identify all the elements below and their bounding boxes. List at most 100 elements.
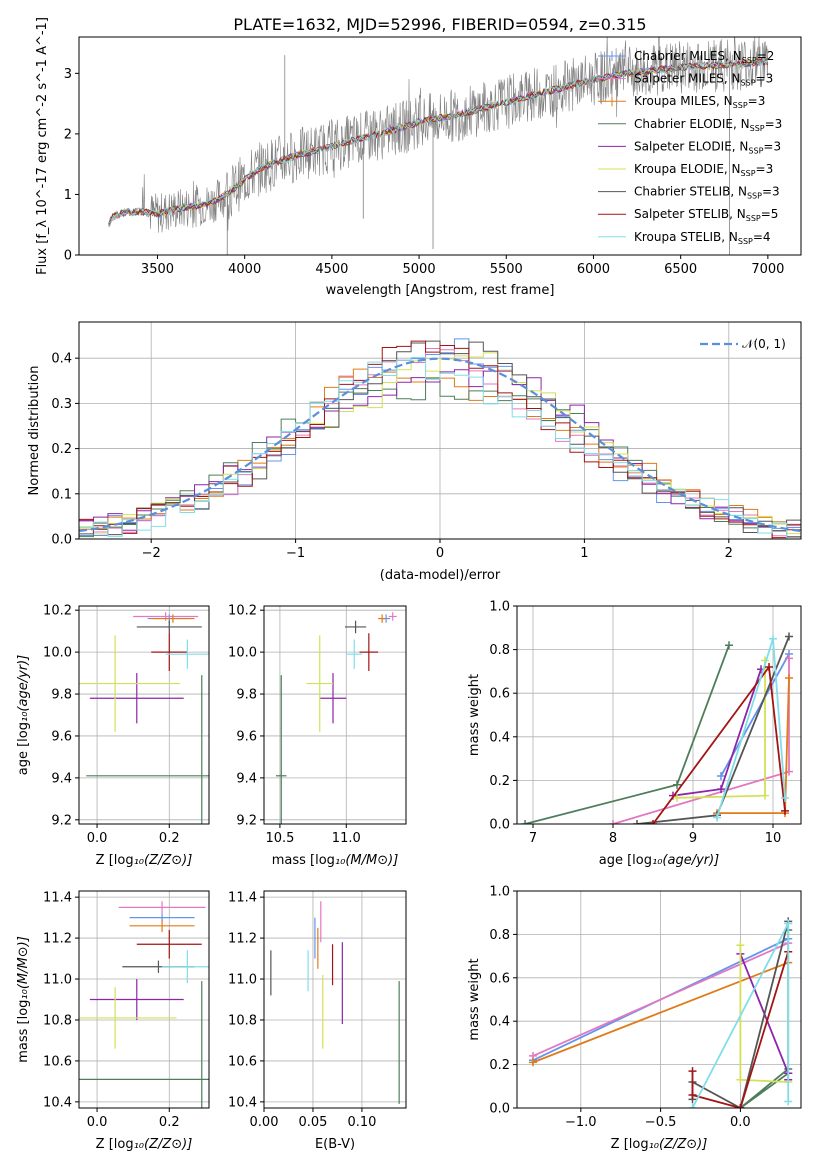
- x-axis-label: Z [log₁₀(Z/Z⊙)]: [611, 1137, 708, 1152]
- legend-label-suffix: =2: [757, 49, 775, 63]
- legend-label-suffix: =3: [756, 162, 774, 176]
- x-axis-label: (data-model)/error: [380, 568, 501, 583]
- legend-label-suffix: =4: [753, 230, 771, 244]
- weight-line: [532, 942, 789, 1057]
- weight-marker: [673, 780, 681, 789]
- legend-label-text: Chabrier MILES, N: [634, 49, 742, 63]
- legend-label: Salpeter ELODIE, NSSP=3: [634, 139, 781, 155]
- legend-label-text: Salpeter ELODIE, N: [634, 139, 748, 153]
- legend-label-sub: SSP: [748, 146, 763, 155]
- y-tick-label: 0.6: [489, 971, 510, 986]
- x-tick-label: −2: [142, 546, 161, 561]
- x-tick-label: −0.5: [645, 1115, 677, 1130]
- label-math: ₁₀(age/yr)]: [652, 853, 719, 868]
- legend-label-text: Chabrier STELIB, N: [634, 185, 747, 199]
- label-part: mass [log: [272, 853, 335, 868]
- legend-label-sub: SSP: [750, 124, 765, 133]
- y-tick-label: 11.2: [43, 932, 72, 947]
- observed-spectrum: [108, 37, 769, 233]
- x-tick-label: 9: [689, 831, 697, 846]
- x-tick-label: 10.5: [265, 831, 294, 846]
- y-tick-label: 10.4: [43, 1095, 72, 1110]
- y-tick-label: 0.0: [489, 818, 510, 833]
- y-tick-label: 10.2: [228, 604, 257, 619]
- label-part: age [log: [599, 853, 652, 868]
- x-tick-label: 0.00: [250, 1115, 279, 1130]
- x-tick-label: 7000: [751, 262, 784, 277]
- y-axis-label: mass weight: [467, 674, 482, 756]
- weight-marker: [521, 820, 529, 824]
- panel-age_weights: 7 8 9 10 0.0 0.2 0.4 0.6 0.8 1.0 age [log₁₀(age/yr…: [467, 600, 802, 868]
- plot-area: [264, 606, 406, 824]
- weight-marker: [736, 1104, 745, 1108]
- y-axis-label: Flux [f_λ 10^-17 erg cm^-2 s^-1 A^-1]: [35, 17, 50, 275]
- y-tick-label: 0.6: [489, 687, 510, 702]
- axes-frame: [78, 36, 802, 256]
- y-tick-label: 11.0: [228, 973, 257, 988]
- legend-label-text: Kroupa MILES, N: [634, 94, 733, 108]
- panel-ebv_vs_mass: 0.00 0.05 0.10 10.4 10.6 10.8 11.0 11.2 11.4 E(B-…: [228, 890, 407, 1152]
- y-tick-label: 0.3: [51, 397, 72, 412]
- panel-z_vs_age: 0.0 0.2 9.2 9.4 9.6 9.8 10.0 10.2 Z [log₁₀(Z/Z⊙)…: [16, 604, 210, 868]
- y-tick-label: 10.8: [228, 1013, 257, 1028]
- x-axis-label: mass [log₁₀(M/M⊙)]: [272, 853, 399, 868]
- legend-label: Salpeter STELIB, NSSP=5: [634, 207, 778, 223]
- y-tick-label: 10.8: [43, 1013, 72, 1028]
- x-tick-label: 10: [765, 831, 782, 846]
- y-tick-label: 0.1: [51, 487, 72, 502]
- y-tick-label: 0.2: [489, 774, 510, 789]
- x-tick-label: 0.0: [730, 1115, 751, 1130]
- axes-frame: [78, 321, 802, 540]
- weight-marker: [649, 820, 657, 824]
- plot-area: [79, 322, 801, 539]
- x-tick-label: 0.10: [347, 1115, 376, 1130]
- plot-area: [517, 891, 801, 1108]
- axes-frame: [516, 890, 802, 1109]
- weight-marker: [769, 634, 777, 643]
- label-part: Z [log: [96, 853, 134, 868]
- y-axis-label: age [log₁₀(age/yr)]: [16, 655, 31, 776]
- weight-marker: [713, 813, 721, 822]
- y-tick-label: 9.8: [236, 688, 257, 703]
- plot-area: [264, 891, 406, 1108]
- y-tick-label: 0.4: [489, 730, 510, 745]
- model-spectrum-line: [108, 57, 769, 224]
- x-axis-label: age [log₁₀(age/yr)]: [599, 853, 720, 868]
- legend-label-text: Salpeter STELIB, N: [634, 207, 746, 221]
- legend-label-sub: SSP: [733, 101, 748, 110]
- weight-marker: [688, 1067, 697, 1076]
- y-tick-label: 1.0: [489, 885, 510, 900]
- x-tick-label: 6500: [664, 262, 697, 277]
- x-tick-label: 8: [609, 831, 617, 846]
- x-tick-label: 0: [436, 546, 444, 561]
- x-tick-label: 0.0: [87, 1115, 108, 1130]
- legend-label-suffix: =3: [756, 72, 774, 86]
- legend-label-suffix: =3: [748, 94, 766, 108]
- legend-label: 𝒩(0, 1): [742, 337, 786, 351]
- legend-label: Chabrier ELODIE, NSSP=3: [634, 117, 782, 133]
- axes-frame: [263, 890, 407, 1109]
- panel-z_vs_mass: 0.0 0.2 10.4 10.6 10.8 11.0 11.2 11.4 Z [log₁₀(Z…: [16, 890, 210, 1152]
- plot-area: [517, 606, 801, 824]
- x-tick-label: 2: [725, 546, 733, 561]
- legend-label-suffix: =3: [762, 185, 780, 199]
- y-tick-label: 11.0: [43, 973, 72, 988]
- y-tick-label: 0.8: [489, 928, 510, 943]
- x-tick-label: 3500: [141, 262, 174, 277]
- x-tick-label: −1: [286, 546, 305, 561]
- x-tick-label: 11.0: [332, 831, 361, 846]
- y-tick-label: 1.0: [489, 600, 510, 615]
- x-tick-label: 0.2: [159, 831, 180, 846]
- y-tick-label: 9.6: [51, 729, 72, 744]
- weight-marker: [673, 793, 681, 802]
- legend-label-sub: SSP: [741, 169, 756, 178]
- x-tick-label: 0.05: [298, 1115, 327, 1130]
- y-tick-label: 0.2: [51, 442, 72, 457]
- legend-label-sub: SSP: [746, 214, 761, 223]
- x-axis-label: Z [log₁₀(Z/Z⊙)]: [96, 1137, 193, 1152]
- x-tick-label: 1: [580, 546, 588, 561]
- weight-line: [532, 961, 789, 1064]
- label-part: Z [log: [96, 1137, 134, 1152]
- legend-label: Salpeter MILES, NSSP=3: [634, 72, 773, 88]
- x-tick-label: −1.0: [565, 1115, 597, 1130]
